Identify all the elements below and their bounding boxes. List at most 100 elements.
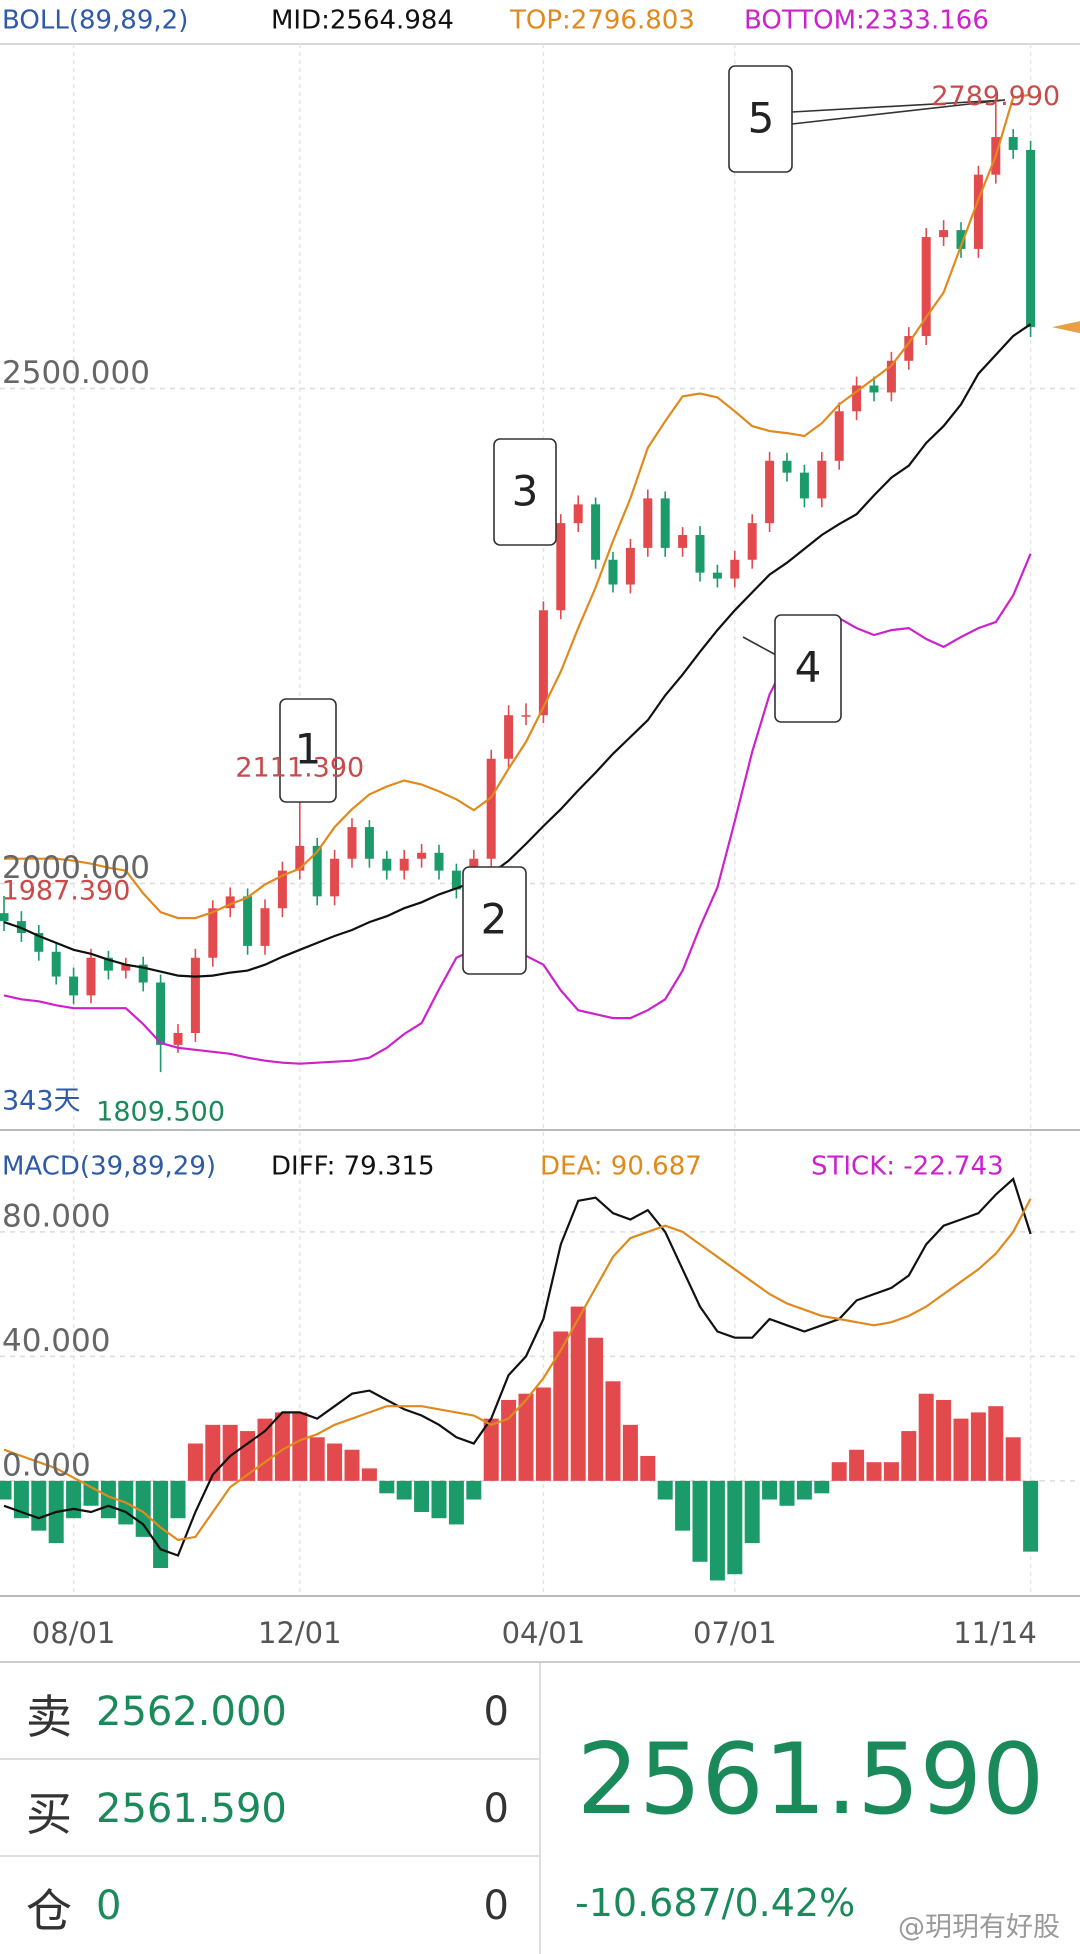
macd-bar <box>274 1412 290 1481</box>
callout-label: 2 <box>481 895 508 944</box>
macd-bar <box>796 1480 812 1500</box>
candle-body <box>260 908 270 946</box>
macd-bar <box>814 1480 830 1494</box>
candle-body <box>799 472 809 499</box>
candle-body <box>243 896 253 946</box>
candle-body <box>504 715 514 759</box>
legend-entry: TOP:2796.803 <box>509 6 695 36</box>
x-tick-label: 04/01 <box>502 1616 586 1650</box>
quote-row: 买 2561.590 0 <box>0 1760 539 1857</box>
side: 仓 <box>26 1884 72 1938</box>
price-change: -10.687/0.42% <box>575 1881 856 1925</box>
price: 2561.590 <box>96 1786 287 1832</box>
callout-box <box>462 866 527 975</box>
candle-body <box>904 336 914 361</box>
callout-label: 4 <box>795 643 822 692</box>
quote-panel: 卖 2562.000 0 买 2561.590 0 仓 0 0 2561.590… <box>0 1661 1080 1954</box>
callout-label: 5 <box>748 94 775 143</box>
candle-body <box>156 982 166 1045</box>
candle-body <box>591 504 601 560</box>
candle-body <box>225 896 235 909</box>
candle-body <box>0 913 9 922</box>
candle-body <box>121 964 131 971</box>
candle-body <box>1026 149 1036 328</box>
y-tick-label: 2000.000 <box>2 850 150 886</box>
macd-bar <box>31 1480 47 1531</box>
macd-bar <box>570 1306 586 1481</box>
macd-bar <box>361 1468 377 1481</box>
indicator-label: MACD(39,89,29) <box>2 1152 216 1182</box>
last-price-marker <box>1052 321 1080 334</box>
macd-bar <box>640 1455 656 1481</box>
macd-bar <box>448 1480 464 1525</box>
volume: 0 <box>483 1786 509 1832</box>
macd-bar <box>692 1480 708 1562</box>
macd-bar <box>396 1480 412 1500</box>
candle-body <box>939 230 949 238</box>
candle-body <box>834 411 844 461</box>
high-label: 1987.390 <box>2 875 131 906</box>
macd-bar <box>327 1443 343 1481</box>
candle-body <box>347 827 357 859</box>
macd-bar <box>936 1399 952 1481</box>
quote-row: 卖 2562.000 0 <box>0 1663 539 1760</box>
macd-bar <box>66 1480 82 1519</box>
macd-bar <box>240 1431 256 1481</box>
macd-bar <box>918 1393 934 1481</box>
y-tick-label: 80.000 <box>2 1198 110 1234</box>
legend-entry: MID:2564.984 <box>271 6 454 36</box>
callout-label: 3 <box>512 467 539 516</box>
candle-body <box>695 535 705 573</box>
y-tick-label: 2500.000 <box>2 355 150 391</box>
candle-body <box>173 1032 183 1045</box>
candle-body <box>138 964 148 983</box>
macd-bar <box>744 1480 760 1544</box>
candle-body <box>103 957 113 971</box>
candle-body <box>852 385 862 412</box>
candle-body <box>765 460 775 524</box>
callouts: 1 2 3 4 5 <box>279 65 1006 975</box>
candle-body <box>921 237 931 337</box>
candle-body <box>330 858 340 897</box>
macd-bar <box>675 1480 691 1531</box>
macd-bar <box>588 1337 604 1481</box>
candle-body <box>190 957 200 1033</box>
candle-body <box>782 460 792 473</box>
callout-box <box>279 698 337 803</box>
candle-body <box>886 360 896 393</box>
callout-pointer <box>791 99 1006 125</box>
candle-body <box>277 870 287 909</box>
candle-body <box>538 610 548 716</box>
side: 卖 <box>26 1690 72 1744</box>
candle-body <box>34 932 44 952</box>
macd-bar <box>831 1462 847 1481</box>
macd-bar <box>883 1462 899 1481</box>
macd-bar <box>466 1480 482 1500</box>
divider <box>539 1663 541 1954</box>
macd-bar <box>709 1480 725 1581</box>
macd-line <box>3 1177 1032 1557</box>
macd-bar <box>779 1480 795 1506</box>
macd-bar <box>970 1412 986 1481</box>
y-tick-label: 0.000 <box>2 1447 91 1483</box>
candle-body <box>69 976 79 996</box>
candle-body <box>451 870 461 890</box>
callout-pointer <box>742 636 777 656</box>
indicator-label: BOLL(89,89,2) <box>2 6 188 36</box>
candle-body <box>625 547 635 585</box>
macd-bar <box>553 1331 569 1481</box>
candle-body <box>730 559 740 579</box>
candle-body <box>747 523 757 560</box>
candle-body <box>208 908 218 958</box>
legend-entry: BOTTOM:2333.166 <box>744 6 989 36</box>
candle-body <box>956 230 966 249</box>
candle-body <box>678 535 688 548</box>
indicator-line <box>3 323 1032 978</box>
macd-bar <box>170 1480 186 1519</box>
macd-bar <box>849 1449 865 1481</box>
volume: 0 <box>483 1883 509 1929</box>
legend-entry: DEA: 90.687 <box>540 1152 702 1182</box>
candle-body <box>573 504 583 524</box>
indicator-line <box>4 93 1031 920</box>
macd-bar <box>309 1437 325 1481</box>
